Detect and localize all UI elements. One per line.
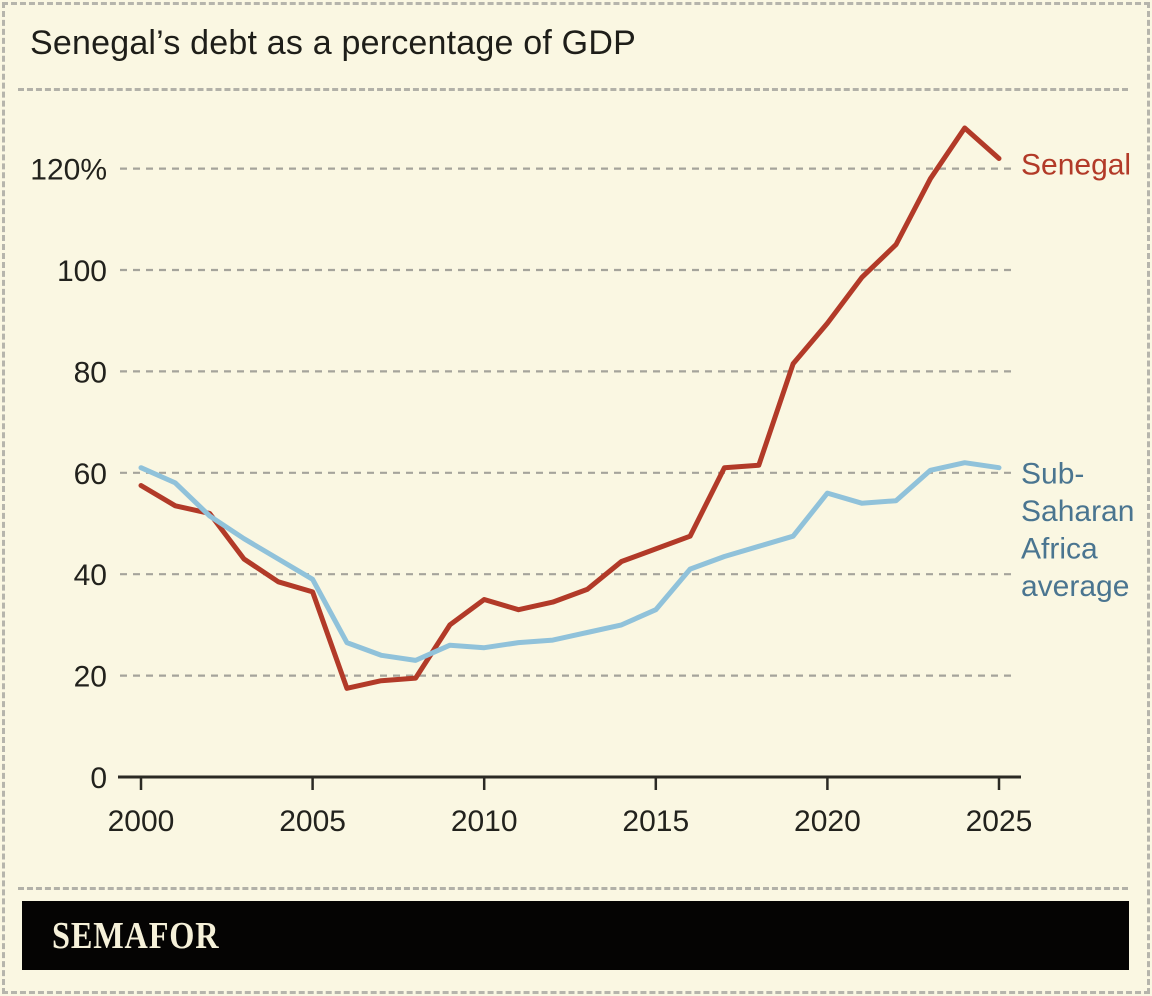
x-tick-label-2000: 2000 (108, 805, 175, 838)
x-tick-label-2010: 2010 (451, 805, 518, 838)
chart-title: Senegal’s debt as a percentage of GDP (30, 24, 636, 62)
title-separator (18, 88, 1128, 91)
series-label-sub-saharan-africa-average: Sub-Saharan Africa average (1021, 458, 1134, 603)
series-label-senegal: Senegal (1021, 148, 1131, 181)
semafor-logo: SEMAFOR (52, 914, 220, 957)
y-tick-label-40: 40 (74, 559, 107, 592)
series-line-senegal (138, 125, 1002, 691)
x-tick-label-2015: 2015 (622, 805, 689, 838)
y-tick-label-80: 80 (74, 356, 107, 389)
y-tick-label-60: 60 (74, 458, 107, 491)
y-tick-label-100: 100 (57, 255, 107, 288)
series-line-sub-saharan-africa-average (138, 460, 1002, 663)
y-tick-label-20: 20 (74, 661, 107, 694)
x-tick-label-2020: 2020 (794, 805, 861, 838)
y-tick-label-120: 120% (30, 154, 107, 187)
footer-separator (18, 887, 1128, 890)
y-tick-label-0: 0 (90, 762, 107, 795)
x-tick-label-2025: 2025 (966, 805, 1033, 838)
footer-bar: SEMAFOR (22, 901, 1129, 970)
x-tick-label-2005: 2005 (279, 805, 346, 838)
